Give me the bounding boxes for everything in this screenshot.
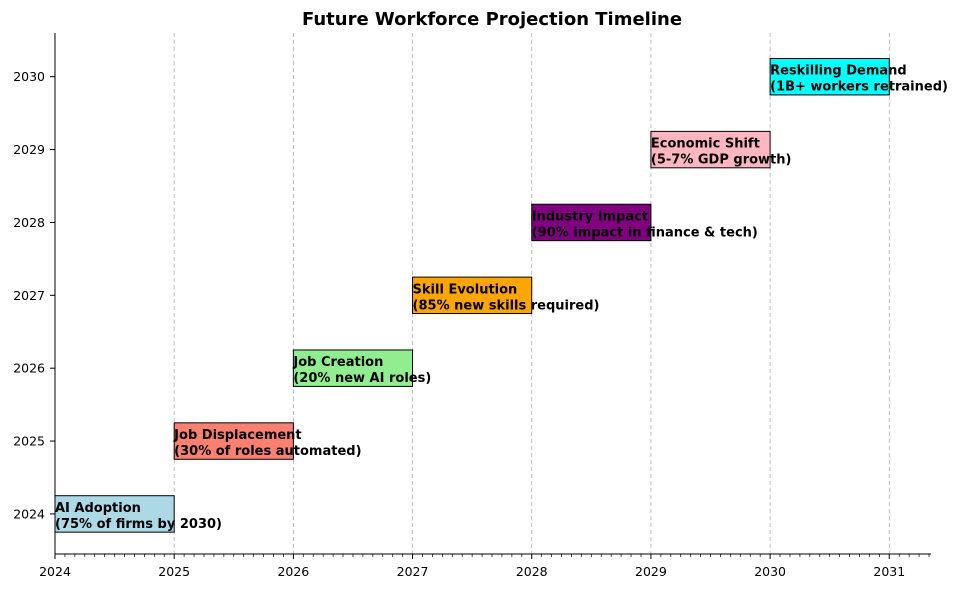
y-tick-label: 2024 bbox=[13, 506, 45, 521]
x-tick-label: 2026 bbox=[277, 564, 309, 579]
bar-label-title: AI Adoption bbox=[55, 501, 141, 516]
axes-layer: 2024 2025 2026 2027 2028 2029 2030 2031 2024 2025… bbox=[13, 33, 931, 579]
bar-label-title: Economic Shift bbox=[651, 137, 760, 152]
bar-label-detail: (75% of firms by 2030) bbox=[55, 517, 222, 532]
y-tick-label: 2029 bbox=[13, 142, 45, 157]
y-tick-label: 2026 bbox=[13, 361, 45, 376]
bar-label-detail: (85% new skills required) bbox=[413, 298, 600, 313]
bar-label-detail: (5-7% GDP growth) bbox=[651, 153, 792, 168]
x-tick-label: 2031 bbox=[873, 564, 905, 579]
x-tick-label: 2024 bbox=[39, 564, 71, 579]
y-tick-label: 2025 bbox=[13, 434, 45, 449]
bar-label-title: Industry Impact bbox=[532, 209, 648, 224]
x-tick-label: 2027 bbox=[397, 564, 429, 579]
bar-label-title: Job Creation bbox=[292, 355, 383, 370]
x-tick-label: 2025 bbox=[158, 564, 190, 579]
x-tick-label: 2029 bbox=[635, 564, 667, 579]
timeline-bar bbox=[173, 422, 294, 460]
timeline-bar bbox=[531, 203, 652, 242]
bar-label-detail: (30% of roles automated) bbox=[174, 444, 361, 459]
y-tick-label: 2027 bbox=[13, 288, 45, 303]
timeline-bar bbox=[650, 130, 771, 169]
bar-label-detail: (20% new AI roles) bbox=[293, 371, 431, 386]
bar-labels-layer: AI Adoption(75% of firms by 2030) Job Dis… bbox=[55, 64, 948, 532]
timeline-bar bbox=[412, 276, 533, 315]
chart-title: Future Workforce Projection Timeline bbox=[302, 9, 682, 30]
x-tick-label: 2028 bbox=[516, 564, 548, 579]
bars-layer bbox=[54, 58, 890, 533]
bar-label-detail: (1B+ workers retrained) bbox=[770, 80, 948, 95]
x-tick-label: 2030 bbox=[754, 564, 786, 579]
y-tick-label: 2030 bbox=[13, 69, 45, 84]
bar-label-title: Skill Evolution bbox=[413, 282, 518, 297]
y-tick-label: 2028 bbox=[13, 215, 45, 230]
bar-label-title: Reskilling Demand bbox=[770, 64, 907, 79]
bar-label-detail: (90% impact in finance & tech) bbox=[532, 225, 758, 240]
timeline-bar bbox=[769, 58, 890, 96]
bar-label-title: Job Displacement bbox=[173, 428, 301, 443]
timeline-bar bbox=[292, 349, 414, 387]
